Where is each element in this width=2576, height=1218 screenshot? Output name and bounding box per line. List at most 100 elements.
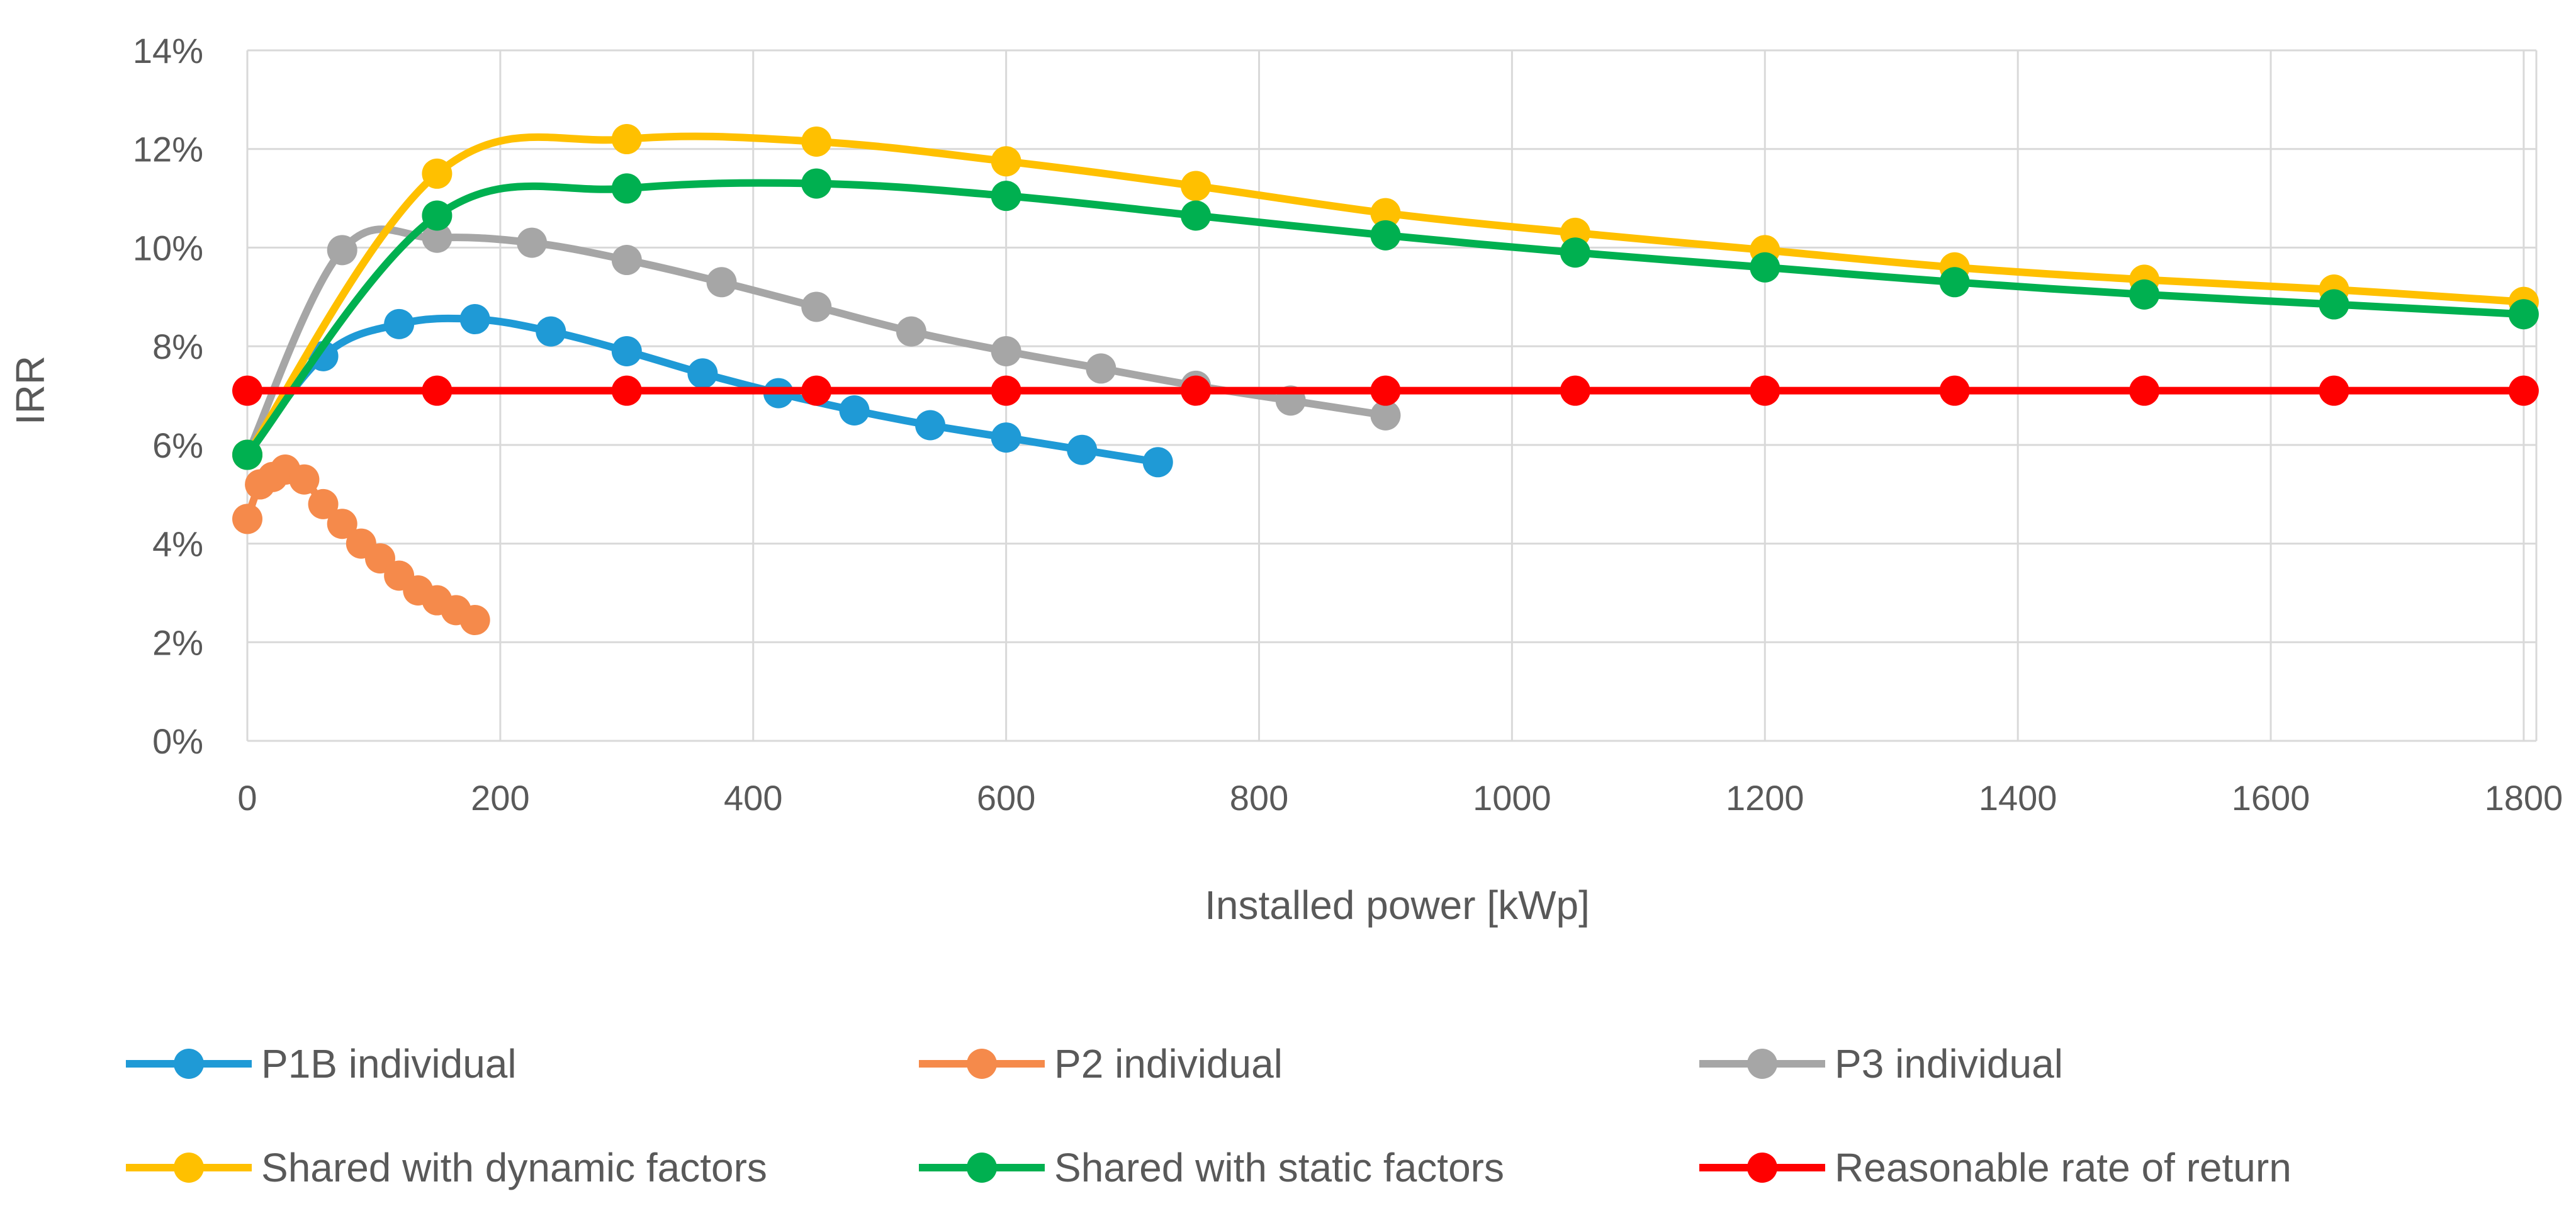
legend-swatch-marker [174, 1153, 204, 1183]
data-point [2508, 375, 2539, 406]
legend-swatch-marker [967, 1153, 997, 1183]
x-tick-label: 0 [237, 778, 257, 818]
data-point [801, 126, 832, 157]
y-tick-label: 10% [133, 228, 203, 268]
series-shared-with-static-factors [232, 168, 2539, 470]
data-point [232, 375, 262, 406]
y-tick-label: 2% [152, 623, 203, 662]
y-axis-ticks: 0% 2% 4% 6% 8% 10% 12% 14% [133, 31, 203, 761]
x-tick-label: 1400 [1979, 778, 2057, 818]
series-layer [232, 124, 2539, 636]
data-point [1142, 447, 1173, 478]
legend-swatch-marker [174, 1049, 204, 1079]
data-point [2319, 289, 2349, 320]
legend-label: Reasonable rate of return [1835, 1145, 2292, 1190]
data-point [422, 222, 453, 253]
data-point [1181, 375, 1212, 406]
y-tick-label: 8% [152, 327, 203, 366]
data-point [991, 375, 1021, 406]
legend-swatch-marker [1747, 1153, 1777, 1183]
data-point [1370, 220, 1401, 251]
data-point [611, 336, 642, 366]
data-point [2508, 299, 2539, 330]
data-point [327, 509, 357, 539]
y-tick-label: 0% [152, 721, 203, 761]
legend: P1B individual P2 individual P3 individual… [126, 1041, 2292, 1190]
legend-swatch-marker [1747, 1049, 1777, 1079]
legend-label: Shared with static factors [1054, 1145, 1504, 1190]
legend-swatch-marker [967, 1049, 997, 1079]
legend-item-shared-with-static-factors: Shared with static factors [919, 1145, 1504, 1190]
data-point [1939, 267, 1970, 298]
y-tick-label: 6% [152, 426, 203, 465]
legend-label: P3 individual [1835, 1041, 2063, 1086]
data-point [611, 375, 642, 406]
data-point [1067, 434, 1098, 465]
data-point [1370, 198, 1401, 228]
data-point [422, 200, 453, 231]
data-point [706, 267, 737, 298]
data-point [915, 410, 946, 441]
data-point [327, 235, 357, 266]
x-tick-label: 600 [977, 778, 1035, 818]
x-tick-label: 1000 [1473, 778, 1551, 818]
data-point [422, 158, 453, 189]
data-point [801, 291, 832, 322]
y-tick-label: 4% [152, 524, 203, 564]
data-point [1939, 375, 1970, 406]
data-point [991, 181, 1021, 211]
legend-item-p3-individual: P3 individual [1699, 1041, 2063, 1086]
x-tick-label: 1800 [2485, 778, 2563, 818]
data-point [1370, 400, 1401, 431]
series-p2-individual [232, 454, 490, 636]
data-point [1560, 375, 1590, 406]
legend-label: P2 individual [1054, 1041, 1283, 1086]
data-point [1181, 171, 1212, 201]
x-tick-label: 200 [471, 778, 529, 818]
data-point [991, 422, 1021, 453]
data-point [2129, 279, 2160, 310]
data-point [896, 316, 926, 347]
data-point [991, 336, 1021, 366]
legend-label: P1B individual [261, 1041, 517, 1086]
data-point [517, 227, 548, 258]
data-point [801, 168, 832, 199]
data-point [1750, 375, 1780, 406]
data-point [611, 245, 642, 276]
x-axis-ticks: 0 200 400 600 800 1000 1200 1400 1600 1800 [237, 778, 2563, 818]
y-tick-label: 14% [133, 31, 203, 70]
x-tick-label: 400 [724, 778, 782, 818]
data-point [422, 375, 453, 406]
data-point [1181, 200, 1212, 231]
series-p1b-individual [232, 304, 1173, 478]
data-point [459, 304, 490, 335]
data-point [536, 316, 566, 347]
data-point [2129, 375, 2160, 406]
data-point [1370, 375, 1401, 406]
x-tick-label: 1600 [2232, 778, 2310, 818]
data-point [1750, 252, 1780, 283]
data-point [839, 395, 870, 426]
x-axis-title: Installed power [kWp] [1205, 882, 1590, 928]
data-point [384, 308, 415, 339]
legend-item-shared-with-dynamic-factors: Shared with dynamic factors [126, 1145, 767, 1190]
data-point [308, 488, 339, 519]
y-axis-title: IRR [8, 356, 53, 425]
data-point [308, 341, 339, 371]
data-point [991, 146, 1021, 177]
data-point [801, 375, 832, 406]
data-point [459, 605, 490, 636]
legend-item-reasonable-rate-of-return: Reasonable rate of return [1699, 1145, 2292, 1190]
data-point [611, 173, 642, 204]
data-point [232, 439, 262, 470]
y-tick-label: 12% [133, 130, 203, 169]
data-point [1086, 353, 1116, 384]
legend-item-p2-individual: P2 individual [919, 1041, 1283, 1086]
data-point [1560, 237, 1590, 268]
x-tick-label: 800 [1230, 778, 1288, 818]
data-point [289, 464, 320, 495]
legend-label: Shared with dynamic factors [261, 1145, 767, 1190]
data-point [2319, 375, 2349, 406]
series-reasonable-rate-of-return [232, 375, 2539, 406]
